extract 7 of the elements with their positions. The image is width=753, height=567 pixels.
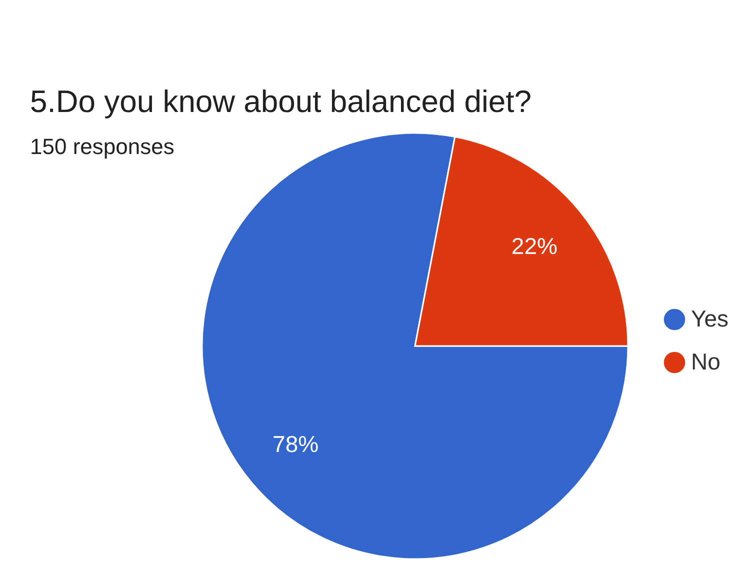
chart-title: 5.Do you know about balanced diet? (30, 84, 532, 119)
legend-label: Yes (691, 306, 729, 332)
chart-subtitle: 150 responses (30, 134, 174, 159)
pie-slice (201, 132, 629, 560)
data-label: 78% (272, 430, 319, 457)
data-label: 22% (511, 233, 558, 260)
legend-label: No (691, 348, 720, 374)
